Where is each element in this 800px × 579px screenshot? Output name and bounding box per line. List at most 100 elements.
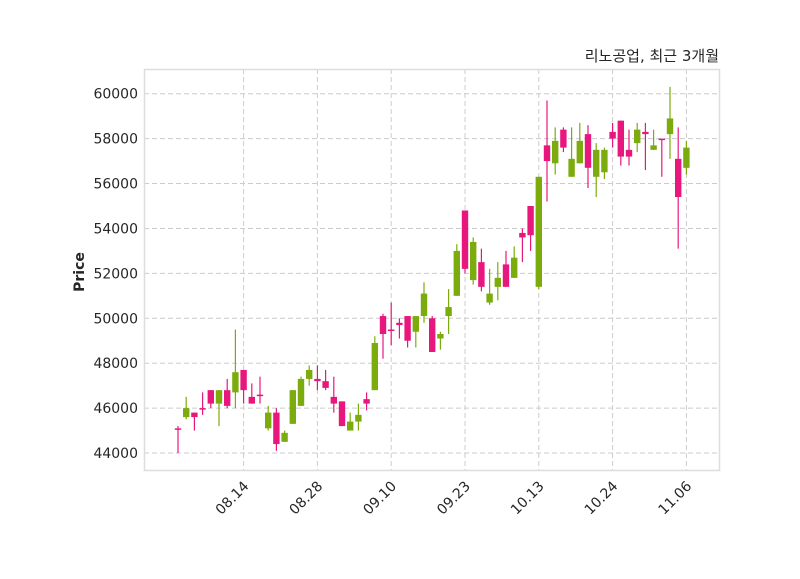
candle-body [240, 369, 247, 391]
candle-body [609, 131, 616, 139]
candle-body [396, 322, 403, 326]
candle-body [593, 149, 600, 177]
x-tick-label: 11.06 [656, 478, 696, 518]
candle-up [215, 390, 223, 427]
candle-body [289, 390, 296, 424]
candle-down [174, 426, 182, 454]
candle-body [560, 129, 567, 148]
candle-body [281, 432, 288, 442]
candle-body [642, 131, 649, 135]
candle-body [601, 149, 608, 173]
candle-up [355, 403, 362, 431]
candle-down [240, 369, 247, 404]
candle-body [412, 316, 419, 332]
candle-up [511, 246, 518, 278]
x-tick-label: 09.10 [360, 479, 400, 519]
candle-body [338, 401, 346, 427]
candle-body [634, 129, 641, 144]
candle-up [306, 365, 313, 386]
candle-body [658, 138, 665, 141]
candle-up [552, 127, 559, 175]
candle-body [461, 210, 469, 269]
x-tick-label: 10.13 [508, 479, 548, 519]
candle-body [273, 412, 280, 445]
candle-down [330, 376, 337, 413]
candle-up [347, 412, 354, 431]
candle-body [265, 412, 272, 429]
candle-down [609, 122, 616, 148]
candle-body [363, 399, 370, 404]
candle-up [420, 282, 428, 323]
candle-body [232, 372, 239, 393]
candle-body [576, 140, 583, 164]
candle-down [519, 228, 526, 263]
y-tick-labels: 44000 46000 48000 50000 52000 54000 56000 58000… [93, 87, 138, 462]
y-axis-label: Price [72, 252, 88, 292]
y-tick-label: 46000 [93, 401, 138, 417]
y-tick-label: 50000 [93, 311, 138, 327]
candle-down [338, 401, 346, 427]
candles [174, 86, 690, 454]
candle-down [207, 390, 214, 409]
candle-body [666, 118, 674, 135]
candle-up [445, 289, 452, 335]
candle-body [486, 293, 493, 303]
candle-body [527, 205, 534, 236]
candle-body [502, 264, 510, 287]
candle-up [576, 122, 583, 164]
candle-down [560, 127, 567, 153]
candle-down [396, 318, 403, 339]
candle-down [363, 392, 370, 411]
candle-body [355, 414, 362, 422]
candle-body [379, 316, 387, 335]
candle-body [388, 329, 395, 332]
x-tick-label: 08.14 [213, 478, 253, 518]
candle-body [445, 307, 452, 317]
candle-down [404, 316, 411, 348]
candle-down [191, 412, 198, 431]
candle-up [232, 329, 239, 409]
candle-down [502, 250, 510, 287]
candle-body [494, 277, 501, 287]
candle-body [199, 408, 206, 410]
candle-down [543, 100, 551, 202]
candle-body [330, 396, 337, 404]
candle-body [478, 262, 485, 287]
candle-body [453, 250, 460, 296]
y-tick-label: 60000 [93, 87, 138, 103]
candle-up [486, 268, 493, 305]
candle-down [314, 365, 321, 391]
candle-down [388, 302, 395, 346]
candle-up [437, 331, 444, 350]
y-tick-label: 54000 [93, 221, 138, 237]
candle-down [322, 369, 329, 391]
y-tick-label: 56000 [93, 177, 138, 193]
candle-body [256, 394, 264, 397]
grid-lines [144, 69, 720, 471]
candle-up [183, 396, 190, 420]
candle-down [461, 210, 469, 274]
candle-up [494, 262, 501, 301]
candle-up [666, 86, 674, 159]
candle-up [289, 390, 296, 424]
candle-up [281, 430, 288, 442]
candle-body [371, 342, 378, 391]
candle-up [650, 129, 657, 150]
candle-up [265, 405, 272, 431]
candle-down [658, 138, 665, 177]
candle-up [568, 127, 575, 177]
candle-up [593, 143, 600, 198]
y-tick-label: 48000 [93, 356, 138, 372]
x-tick-label: 08.28 [287, 479, 327, 519]
candle-down [224, 378, 231, 409]
candle-body [519, 232, 526, 238]
candle-body [248, 396, 255, 404]
x-tick-labels: 08.14 08.28 09.10 09.23 10.13 10.24 11.06 [213, 478, 696, 518]
candle-body [306, 369, 313, 379]
candle-up [412, 316, 419, 348]
candle-down [625, 129, 633, 166]
candle-body [191, 412, 198, 418]
candle-body [650, 145, 657, 150]
candle-body [207, 390, 214, 404]
